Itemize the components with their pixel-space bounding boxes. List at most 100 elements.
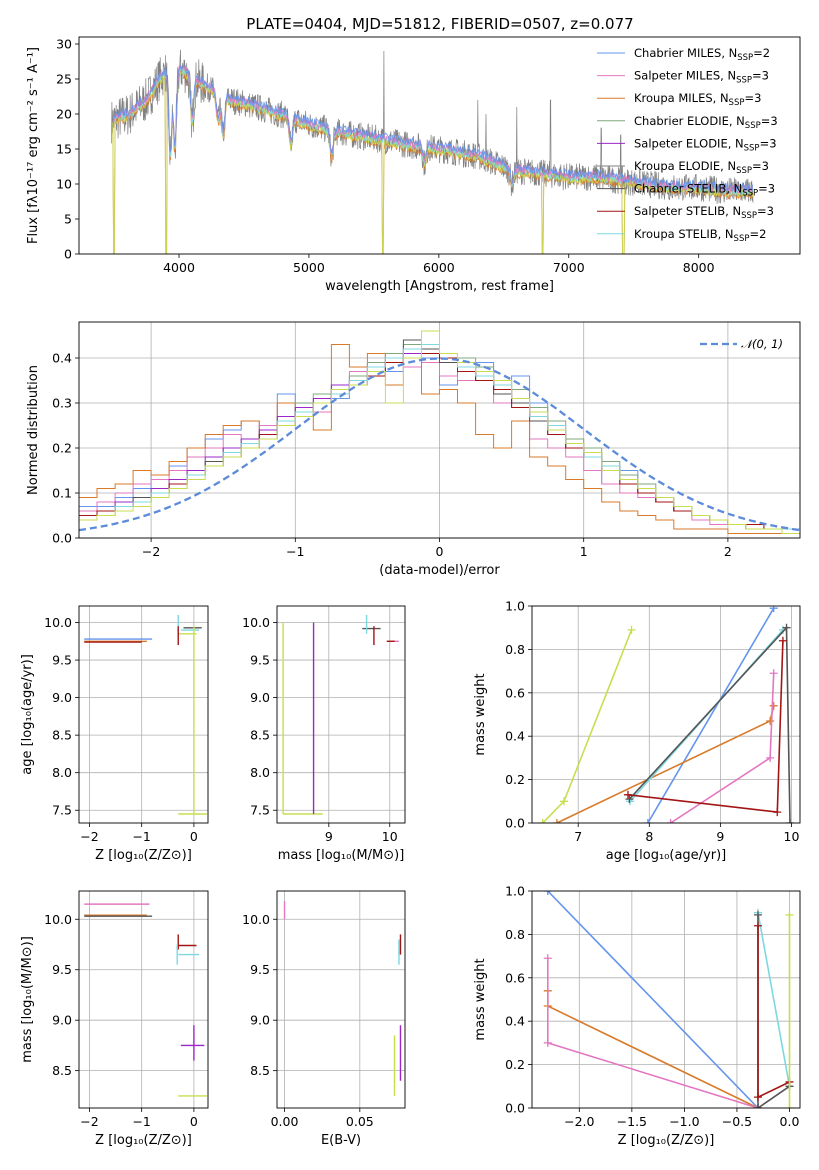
- y-tick-label: 8.5: [52, 728, 72, 743]
- weight-point-marker: [785, 910, 794, 919]
- axes-frame: [78, 605, 209, 824]
- x-tick-label: 5000: [293, 260, 325, 275]
- weight-point-marker: [785, 1104, 794, 1108]
- weight-point-marker: [666, 819, 675, 823]
- x-tick-label: −2: [80, 829, 98, 844]
- x-tick-label: −1: [132, 1114, 150, 1129]
- legend-suffix: =3: [757, 204, 774, 218]
- x-tick-label: 6000: [423, 260, 455, 275]
- y-tick-label: 8.0: [52, 765, 72, 780]
- legend-subscript: SSP: [742, 189, 758, 199]
- legend-entry: Chabrier STELIB, NSSP=3: [634, 182, 775, 199]
- y-tick-label: 20: [56, 107, 72, 122]
- y-axis-label: age [log₁₀(age/yr)]: [20, 654, 35, 775]
- legend-suffix: =3: [761, 114, 778, 128]
- weight-series-line: [647, 607, 775, 823]
- y-tick-label: 1.0: [505, 599, 525, 614]
- legend-suffix: =2: [753, 46, 770, 60]
- y-tick-label: 7.5: [52, 803, 72, 818]
- y-tick-label: 9.0: [250, 1013, 270, 1028]
- y-tick-label: 0: [64, 247, 72, 262]
- y-tick-label: 8.5: [250, 728, 270, 743]
- legend-subscript: SSP: [736, 76, 752, 86]
- x-tick-label: 9: [716, 829, 724, 844]
- y-tick-label: 8.5: [250, 1063, 270, 1078]
- x-tick-label: 0.0: [780, 1114, 800, 1129]
- weight-series-line: [757, 914, 790, 1108]
- x-tick-label: 7: [574, 829, 582, 844]
- model-spectrum-line: [112, 62, 754, 194]
- weight-point-marker: [769, 669, 778, 678]
- y-tick-label: 25: [56, 72, 72, 87]
- y-tick-label: 30: [56, 37, 72, 52]
- weight-point-marker: [538, 819, 547, 823]
- weight-point-marker: [543, 954, 552, 963]
- axes-mass-vs-Z: −2 −1 0 8.5 9.0 9.5 10.0 Z [log₁₀(Z/Z⊙)] mass [l…: [20, 890, 209, 1148]
- y-tick-label: 9.0: [52, 1013, 72, 1028]
- weight-point-marker: [543, 891, 552, 895]
- legend-entry: Chabrier MILES, NSSP=2: [634, 46, 770, 63]
- x-tick-label: 10: [784, 829, 800, 844]
- weight-point-marker: [782, 623, 791, 632]
- x-axis-label: age [log₁₀(age/yr)]: [606, 848, 727, 863]
- y-tick-label: 0.4: [505, 729, 525, 744]
- y-tick-label: 9.0: [52, 690, 72, 705]
- weight-point-marker: [625, 795, 634, 804]
- axes-frame: [276, 605, 406, 824]
- legend-entry: Kroupa STELIB, NSSP=2: [634, 227, 766, 244]
- y-tick-label: 10.0: [242, 912, 270, 927]
- model-spectrum-line: [112, 63, 754, 192]
- axes-frame: [78, 321, 801, 539]
- x-axis-label: Z [log₁₀(Z/Z⊙)]: [95, 1133, 192, 1148]
- y-axis-label: mass weight: [473, 958, 488, 1040]
- x-tick-label: 0: [190, 829, 198, 844]
- weight-series-line: [628, 625, 791, 823]
- axes-weight-vs-Z: −2.0 −1.5 −1.0 −0.5 0.0 0.0 0.2 0.4 0.6 0.8 1.0 Z […: [473, 884, 801, 1148]
- weight-point-marker: [766, 717, 775, 726]
- y-tick-label: 0.6: [505, 685, 525, 700]
- y-tick-label: 10.0: [44, 912, 72, 927]
- x-tick-label: −2: [80, 1114, 98, 1129]
- y-tick-label: 0.0: [52, 531, 72, 546]
- y-tick-label: 8.5: [52, 1063, 72, 1078]
- weight-point-marker: [643, 819, 652, 823]
- y-axis-label: mass weight: [473, 673, 488, 755]
- weight-series-line: [757, 925, 790, 1099]
- weight-point-marker: [552, 819, 561, 823]
- x-tick-label: −0.5: [722, 1114, 752, 1129]
- x-axis-label: wavelength [Angstrom, rest frame]: [325, 279, 554, 294]
- weight-point-marker: [753, 1104, 762, 1108]
- x-axis-label: (data-model)/error: [379, 563, 500, 578]
- legend-subscript: SSP: [744, 143, 760, 153]
- weight-point-marker: [773, 808, 782, 817]
- legend-suffix: =3: [744, 91, 761, 105]
- y-axis-label: Normed distribution: [26, 365, 41, 495]
- y-tick-label: 8.0: [250, 765, 270, 780]
- weight-point-marker: [753, 1093, 762, 1102]
- x-axis-label: E(B-V): [321, 1133, 361, 1148]
- axes-residuals: −2 −1 0 1 2 0.0 0.1 0.2 0.3 0.4 (data-model)/error…: [26, 321, 801, 578]
- plot-area-weight-vs-age: [538, 606, 795, 823]
- axes-spectrum: 4000 5000 6000 7000 8000 0 5 10 15 20 25 30 waveleng…: [26, 37, 801, 294]
- weight-series-line: [556, 705, 775, 823]
- x-tick-label: 8000: [683, 260, 715, 275]
- legend-entry: Chabrier ELODIE, NSSP=3: [634, 114, 778, 131]
- y-tick-label: 9.0: [250, 690, 270, 705]
- weight-point-marker: [766, 753, 775, 762]
- y-tick-label: 0.8: [505, 642, 525, 657]
- x-tick-label: −2: [142, 544, 160, 559]
- y-tick-label: 0.2: [505, 1057, 525, 1072]
- legend-subscript: SSP: [734, 234, 750, 244]
- legend-entry: Kroupa ELODIE, NSSP=3: [634, 159, 769, 176]
- weight-series-line: [547, 891, 759, 1108]
- weight-point-marker: [543, 1038, 552, 1047]
- y-tick-label: 9.5: [250, 962, 270, 977]
- y-tick-label: 9.5: [52, 653, 72, 668]
- plot-area-age-vs-Z: [84, 615, 207, 815]
- x-tick-label: −1.5: [617, 1114, 647, 1129]
- x-tick-label: 9: [325, 829, 333, 844]
- y-tick-label: 7.5: [250, 803, 270, 818]
- y-tick-label: 9.5: [52, 962, 72, 977]
- y-axis-label: Flux [fλ10⁻¹⁷ erg cm⁻² s⁻¹ A⁻¹]: [26, 47, 41, 244]
- axes-age-vs-mass: 9 10 7.5 8.0 8.5 9.0 9.5 10.0 mass [log₁₀(M/M⊙)]: [242, 605, 406, 863]
